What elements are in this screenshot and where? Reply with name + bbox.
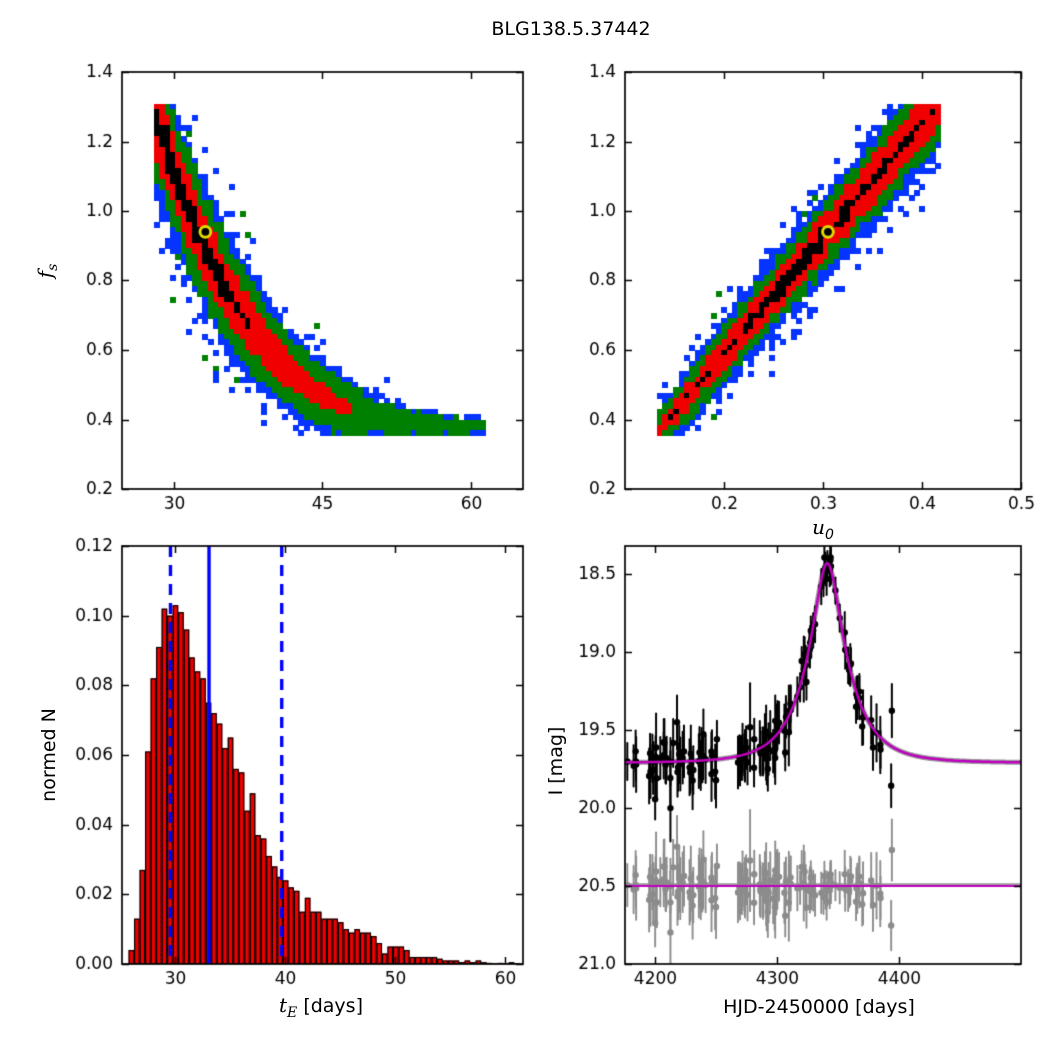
xlabel-u0: u0 <box>812 515 834 543</box>
figure-title: BLG138.5.37442 <box>491 18 651 40</box>
xlabel-u0-math: u0 <box>812 515 834 543</box>
xlabel-u0-sub: 0 <box>824 527 834 543</box>
ylabel-fs-math: fs <box>33 264 61 279</box>
ylabel-normed-n: normed N <box>38 708 60 802</box>
xlabel-hjd: HJD-2450000 [days] <box>723 996 915 1018</box>
xlabel-u0-main: u <box>812 515 825 539</box>
ylabel-fs-main: f <box>33 270 57 279</box>
xlabel-te-days: tE [days] <box>279 993 363 1021</box>
xlabel-te-main: t <box>279 993 288 1017</box>
ylabel-fs-sub: s <box>45 263 61 271</box>
xlabel-te-sub: E <box>287 1005 298 1021</box>
xlabel-te-rest: [days] <box>297 995 363 1017</box>
xlabel-te-math: tE <box>279 993 297 1021</box>
ylabel-i-mag: I [mag] <box>545 726 567 796</box>
ylabel-fs: fs <box>33 264 61 279</box>
